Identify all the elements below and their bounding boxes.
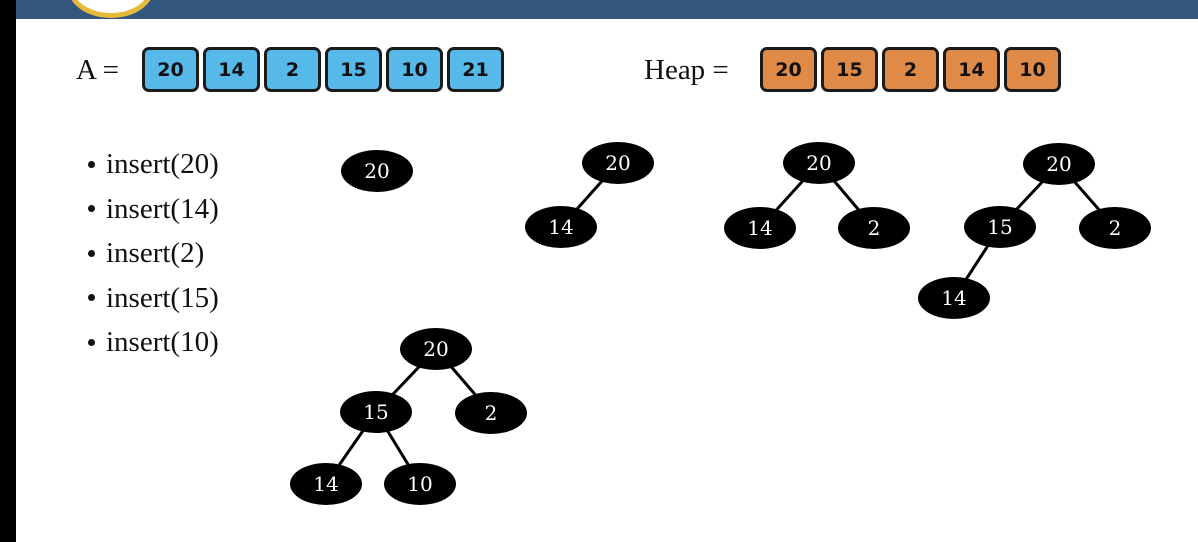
- tree-node-shape: [400, 328, 472, 370]
- tree-node-shape: [724, 207, 796, 249]
- operation-item: insert(15): [84, 276, 219, 321]
- heap-cell: 10: [1004, 47, 1061, 92]
- tree-after-insert-10: 20 15 2 14 10: [290, 328, 527, 505]
- tree-node-shape: [290, 463, 362, 505]
- tree-after-insert-15: 20 15 2 14: [918, 143, 1151, 319]
- tree-after-insert-2: 20 14 2: [724, 142, 910, 249]
- tree-node: 14: [724, 207, 796, 249]
- operation-label: insert(14): [106, 192, 219, 225]
- heap-cell: 2: [882, 47, 939, 92]
- tree-node-label: 20: [605, 151, 630, 175]
- array-cell: 14: [203, 47, 260, 92]
- tree-node-shape: [525, 206, 597, 248]
- tree-node-label: 2: [485, 401, 498, 425]
- tree-node-label: 15: [987, 215, 1012, 239]
- array-cell: 15: [325, 47, 382, 92]
- tree-node-shape: [1023, 143, 1095, 185]
- tree-node: 2: [455, 392, 527, 434]
- tree-node: 15: [964, 206, 1036, 248]
- tree-node: 14: [918, 277, 990, 319]
- tree-node-label: 14: [747, 216, 772, 240]
- array-cell: 20: [142, 47, 199, 92]
- bullet-icon: [88, 294, 95, 302]
- heap-cell: 20: [760, 47, 817, 92]
- tree-node: 15: [340, 391, 412, 433]
- array-cell: 10: [386, 47, 443, 92]
- array-cells: 20 14 2 15 10 21: [142, 47, 508, 92]
- tree-node: 20: [582, 142, 654, 184]
- heap-cells: 20 15 2 14 10: [760, 47, 1065, 92]
- array-label: A =: [76, 54, 119, 86]
- operation-item: insert(2): [84, 231, 219, 276]
- tree-node-shape: [340, 391, 412, 433]
- tree-node-label: 15: [363, 400, 388, 424]
- operation-label: insert(2): [106, 237, 205, 269]
- tree-node-shape: [455, 392, 527, 434]
- heap-label: Heap =: [644, 54, 729, 86]
- operation-item: insert(14): [84, 187, 219, 232]
- tree-node: 20: [1023, 143, 1095, 185]
- array-cell: 2: [264, 47, 321, 92]
- tree-node: 20: [783, 142, 855, 184]
- tree-node-label: 20: [423, 337, 448, 361]
- header-bar: [16, 0, 1198, 19]
- tree-node: 14: [290, 463, 362, 505]
- tree-node: 10: [384, 463, 456, 505]
- slide: A = 20 14 2 15 10 21 Heap = 20 15 2 14 10 insert(…: [16, 0, 1198, 542]
- tree-node-label: 14: [548, 215, 573, 239]
- tree-node-shape: [918, 277, 990, 319]
- tree-node-label: 2: [868, 216, 881, 240]
- tree-node-label: 10: [407, 472, 432, 496]
- tree-node-shape: [964, 206, 1036, 248]
- operation-label: insert(20): [106, 148, 219, 180]
- bullet-icon: [88, 338, 95, 346]
- tree-node-label: 20: [806, 151, 831, 175]
- operation-label: insert(15): [106, 281, 219, 314]
- tree-node: 2: [1079, 207, 1151, 249]
- tree-node-label: 14: [941, 286, 966, 310]
- tree-node: 20: [400, 328, 472, 370]
- operation-item: insert(10): [84, 320, 219, 365]
- operations-list: insert(20) insert(14) insert(2) insert(15) i…: [84, 142, 219, 365]
- tree-after-insert-20: 20: [341, 150, 413, 192]
- heap-cell: 14: [943, 47, 1000, 92]
- bullet-icon: [88, 249, 95, 257]
- tree-node-shape: [384, 463, 456, 505]
- tree-node-label: 20: [364, 159, 389, 183]
- tree-node-shape: [1079, 207, 1151, 249]
- tree-node-shape: [341, 150, 413, 192]
- heap-cell: 15: [821, 47, 878, 92]
- tree-node: 14: [525, 206, 597, 248]
- bullet-icon: [88, 160, 95, 168]
- tree-node-shape: [582, 142, 654, 184]
- operation-label: insert(10): [106, 326, 219, 358]
- tree-node-label: 20: [1046, 152, 1071, 176]
- tree-node: 20: [341, 150, 413, 192]
- tree-node-shape: [838, 207, 910, 249]
- tree-node-label: 14: [313, 472, 338, 496]
- bullet-icon: [88, 205, 95, 213]
- tree-node-label: 2: [1109, 216, 1122, 240]
- tree-node-shape: [783, 142, 855, 184]
- operation-item: insert(20): [84, 142, 219, 187]
- tree-node: 2: [838, 207, 910, 249]
- array-cell: 21: [447, 47, 504, 92]
